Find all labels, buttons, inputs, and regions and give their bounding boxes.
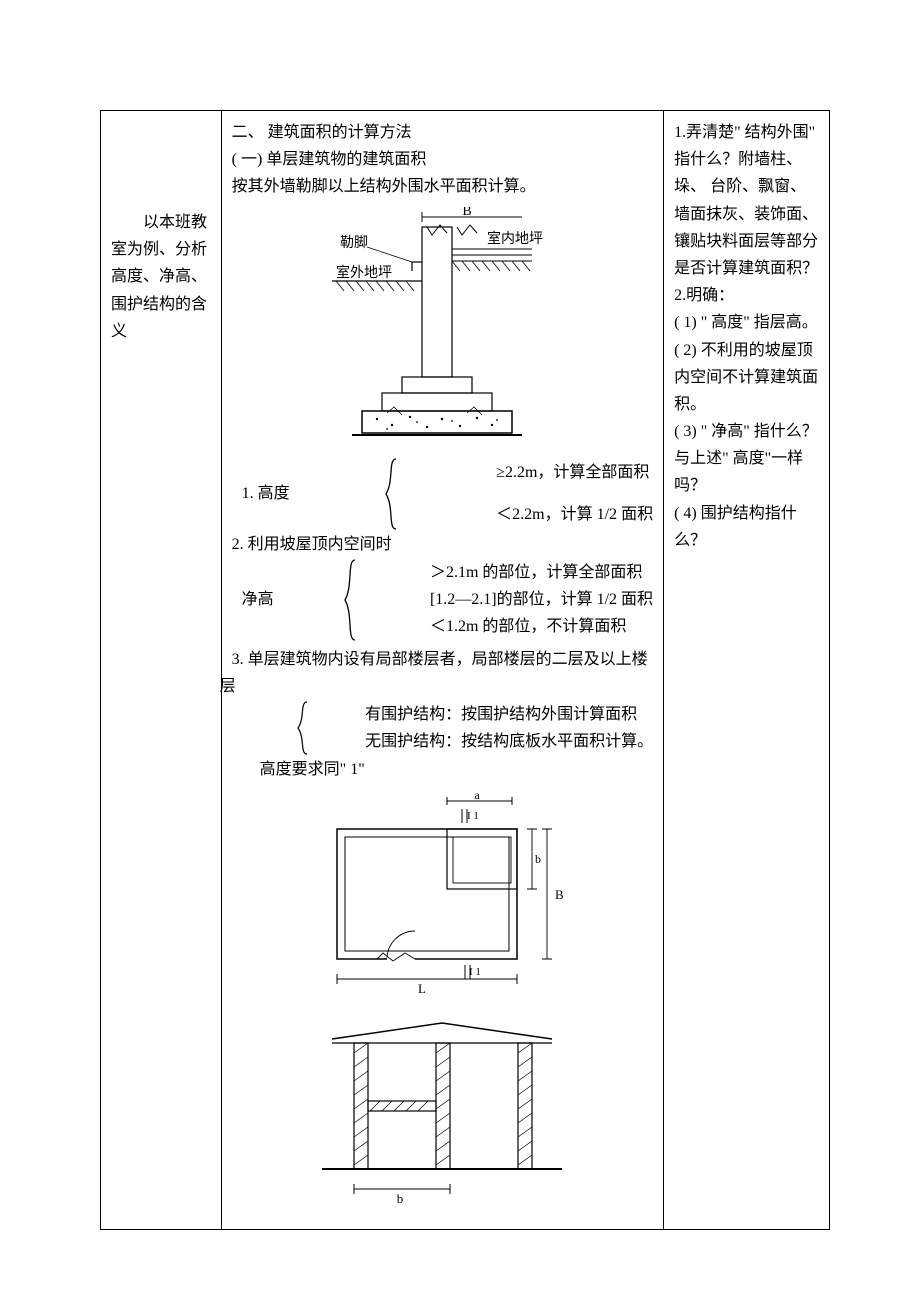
rule1-a: ≥2.2m，计算全部面积 xyxy=(496,459,653,486)
rule2-title: 2. 利用坡屋顶内空间时 xyxy=(232,531,653,558)
left-note-text: 以本班教室为例、分析高度、净高、 围护结构的含义 xyxy=(111,209,211,345)
brace-icon xyxy=(384,457,400,531)
label-outdoor: 室外地坪 xyxy=(336,264,392,281)
plan-svg: a I 1 L I 1 B b xyxy=(297,789,587,999)
rule3-b: 无围护结构：按结构底板水平面积计算。 xyxy=(365,728,653,755)
label-b3: b xyxy=(397,1191,404,1206)
section-svg: b xyxy=(302,1009,582,1209)
label-I1a: I 1 xyxy=(467,810,479,822)
rule1-b: ＜2.2m，计算 1/2 面积 xyxy=(496,501,653,528)
left-note: 以本班教室为例、分析高度、净高、 围护结构的含义 xyxy=(111,119,211,345)
rule2: 净高 ＞2.1m 的部位，计算全部面积 [1.2—2.1]的部位，计算 1/2 … xyxy=(242,558,653,642)
rule3-c: 高度要求同" 1" xyxy=(260,756,653,783)
rule1-label: 1. 高度 xyxy=(242,480,292,507)
label-I1b: I 1 xyxy=(469,966,481,978)
rule3-a: 有围护结构：按围护结构外围计算面积 xyxy=(365,701,653,728)
label-L: L xyxy=(418,981,426,996)
q2-title: 2.明确： xyxy=(674,282,819,309)
label-a: a xyxy=(475,789,481,802)
col-mid: 二、 建筑面积的计算方法 ( 一) 单层建筑物的建筑面积 按其外墙勒脚以上结构外… xyxy=(221,111,663,1230)
label-B: B xyxy=(463,207,472,219)
rule1: 1. 高度 ≥2.2m，计算全部面积 ＜2.2m，计算 1/2 面积 xyxy=(242,457,653,531)
rule2-a: ＞2.1m 的部位，计算全部面积 xyxy=(430,559,653,586)
col-right: 1.弄清楚" 结构外围" 指什么？附墙柱、 垛、 台阶、飘窗、 墙面抹灰、装饰面… xyxy=(664,111,830,1230)
rule3-line1: 3. 单层建筑物内设有局部楼层者，局部楼层的二层及以上楼 xyxy=(232,646,653,673)
figure-foundation: B 勒脚 室内地坪 室外地坪 xyxy=(232,207,653,447)
q2-2: ( 2) 不利用的坡屋顶内空间不计算建筑面积。 xyxy=(674,337,819,419)
heading-2: 二、 建筑面积的计算方法 xyxy=(232,119,653,146)
figure-section: b xyxy=(232,1009,653,1209)
figure-plan: a I 1 L I 1 B b xyxy=(232,789,653,999)
layout-table: 以本班教室为例、分析高度、净高、 围护结构的含义 二、 建筑面积的计算方法 ( … xyxy=(100,110,830,1230)
q2-3: ( 3) " 净高" 指什么？与上述" 高度"一样吗？ xyxy=(674,418,819,500)
rule2-label: 净高 xyxy=(242,586,276,613)
rule2-b: [1.2—2.1]的部位，计算 1/2 面积 xyxy=(430,586,653,613)
sec1-desc: 按其外墙勒脚以上结构外围水平面积计算。 xyxy=(232,173,653,200)
sec1-title: ( 一) 单层建筑物的建筑面积 xyxy=(232,146,653,173)
q2-4: ( 4) 围护结构指什么？ xyxy=(674,500,819,554)
rule3-line2: 层 xyxy=(220,673,653,700)
q2-1: ( 1) " 高度" 指层高。 xyxy=(674,309,819,336)
label-indoor: 室内地坪 xyxy=(487,230,543,247)
rule2-c: ＜1.2m 的部位，不计算面积 xyxy=(430,613,653,640)
label-B2: B xyxy=(555,887,564,902)
label-b2: b xyxy=(535,852,541,866)
foundation-svg: B 勒脚 室内地坪 室外地坪 xyxy=(292,207,592,447)
rule3: 有围护结构：按围护结构外围计算面积 无围护结构：按结构底板水平面积计算。 xyxy=(246,700,653,756)
brace-icon xyxy=(343,558,359,642)
col-left: 以本班教室为例、分析高度、净高、 围护结构的含义 xyxy=(101,111,222,1230)
q1: 1.弄清楚" 结构外围" 指什么？附墙柱、 垛、 台阶、飘窗、 墙面抹灰、装饰面… xyxy=(674,119,819,282)
brace-icon xyxy=(296,700,310,756)
page: 以本班教室为例、分析高度、净高、 围护结构的含义 二、 建筑面积的计算方法 ( … xyxy=(0,0,920,1302)
label-lejiao: 勒脚 xyxy=(340,235,368,251)
